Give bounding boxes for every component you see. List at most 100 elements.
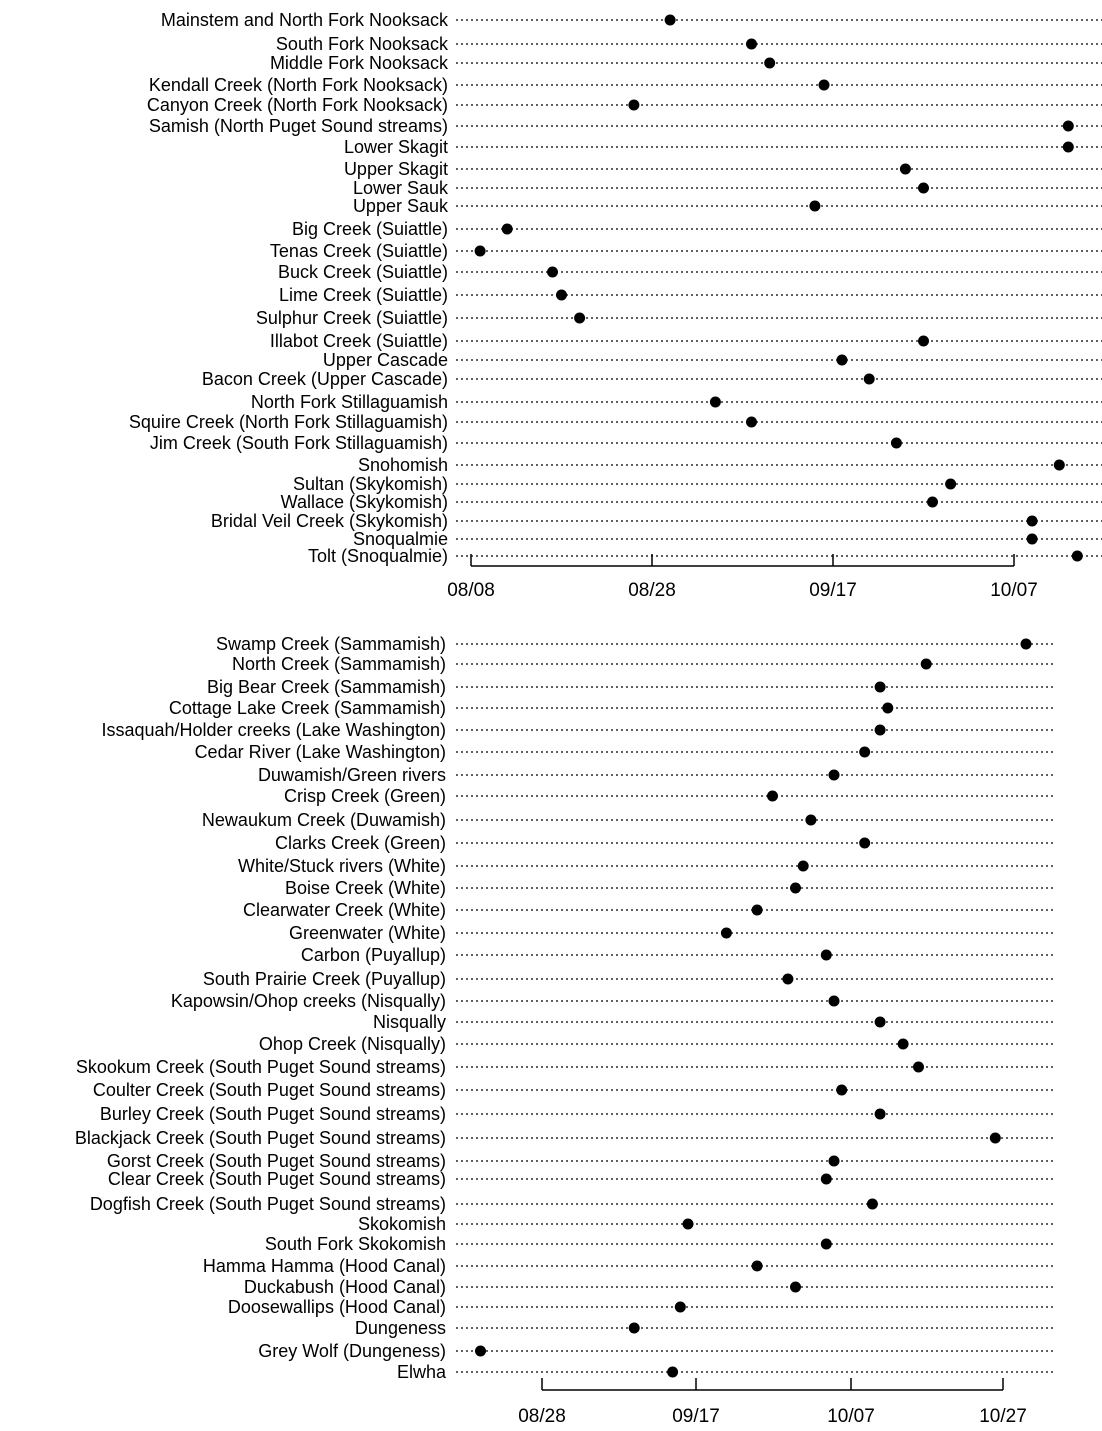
data-point xyxy=(828,995,840,1007)
data-point xyxy=(809,200,821,212)
row-label: Buck Creek (Suiattle) xyxy=(278,262,448,282)
data-point xyxy=(920,658,932,670)
row-label: Ohop Creek (Nisqually) xyxy=(259,1034,446,1054)
row-label: Samish (North Puget Sound streams) xyxy=(149,116,448,136)
data-point xyxy=(918,182,929,194)
row-label: North Fork Stillaguamish xyxy=(251,392,448,412)
data-point xyxy=(751,904,763,916)
row-label: Jim Creek (South Fork Stillaguamish) xyxy=(150,433,448,453)
row-label: Kendall Creek (North Fork Nooksack) xyxy=(149,75,448,95)
row-label: Clearwater Creek (White) xyxy=(243,900,446,920)
data-point xyxy=(628,99,640,111)
row-label: Skokomish xyxy=(358,1214,446,1234)
row-label: Upper Sauk xyxy=(353,196,449,216)
row-label: Elwha xyxy=(397,1362,447,1382)
data-point xyxy=(782,973,794,985)
data-point xyxy=(1026,533,1038,545)
row-label: Snoqualmie xyxy=(353,529,448,549)
data-point xyxy=(818,79,830,91)
row-label: Mainstem and North Fork Nooksack xyxy=(161,10,449,30)
data-point xyxy=(836,354,848,366)
row-label: Bridal Veil Creek (Skykomish) xyxy=(211,511,448,531)
row-label: Newaukum Creek (Duwamish) xyxy=(202,810,446,830)
data-point xyxy=(664,14,676,26)
data-point xyxy=(828,1155,840,1167)
data-point xyxy=(874,1108,886,1120)
data-point xyxy=(474,245,486,257)
row-label: Big Bear Creek (Sammamish) xyxy=(207,677,446,697)
data-point xyxy=(820,1238,832,1250)
row-label: Squire Creek (North Fork Stillaguamish) xyxy=(129,412,448,432)
data-point xyxy=(682,1218,694,1230)
data-point xyxy=(1062,120,1074,132)
data-point xyxy=(790,1281,801,1293)
data-point xyxy=(989,1132,1001,1144)
row-label: Burley Creek (South Puget Sound streams) xyxy=(100,1104,446,1124)
data-point xyxy=(667,1366,679,1378)
row-label: Tolt (Snoqualmie) xyxy=(308,546,448,566)
row-label: Bacon Creek (Upper Cascade) xyxy=(202,369,448,389)
row-label: Clarks Creek (Green) xyxy=(275,833,446,853)
data-point xyxy=(927,496,938,508)
data-point xyxy=(628,1322,640,1334)
row-label: Snohomish xyxy=(358,455,448,475)
data-point xyxy=(897,1038,909,1050)
row-label: Grey Wolf (Dungeness) xyxy=(258,1341,446,1361)
data-point xyxy=(899,163,911,175)
row-label: Wallace (Skykomish) xyxy=(281,492,448,512)
row-label: Sultan (Skykomish) xyxy=(293,474,448,494)
row-label: Blackjack Creek (South Puget Sound strea… xyxy=(75,1128,446,1148)
data-point xyxy=(797,860,809,872)
data-point xyxy=(913,1061,924,1073)
row-label: Illabot Creek (Suiattle) xyxy=(270,331,448,351)
data-point xyxy=(836,1084,848,1096)
data-point xyxy=(501,223,513,235)
row-label: Doosewallips (Hood Canal) xyxy=(228,1297,446,1317)
data-point xyxy=(709,396,721,408)
data-point xyxy=(767,790,778,802)
row-label: South Prairie Creek (Puyallup) xyxy=(203,969,446,989)
data-point xyxy=(574,312,586,324)
data-point xyxy=(859,837,871,849)
row-label: Skookum Creek (South Puget Sound streams… xyxy=(76,1057,446,1077)
data-point xyxy=(918,335,929,347)
row-label: Middle Fork Nooksack xyxy=(270,53,449,73)
x-tick-label: 10/07 xyxy=(827,1406,875,1427)
row-label: Hamma Hamma (Hood Canal) xyxy=(203,1256,446,1276)
row-label: Canyon Creek (North Fork Nooksack) xyxy=(147,95,448,115)
row-label: Cottage Lake Creek (Sammamish) xyxy=(169,698,446,718)
row-label: Gorst Creek (South Puget Sound streams) xyxy=(107,1151,446,1171)
row-label: Boise Creek (White) xyxy=(285,878,446,898)
data-point xyxy=(720,927,732,939)
row-label: Carbon (Puyallup) xyxy=(301,945,446,965)
x-tick-label: 10/27 xyxy=(979,1406,1027,1427)
x-tick-label: 08/08 xyxy=(447,580,495,601)
data-point xyxy=(1062,141,1074,153)
data-point xyxy=(1020,638,1032,650)
row-label: South Fork Skokomish xyxy=(265,1234,446,1254)
row-label: Tenas Creek (Suiattle) xyxy=(270,241,448,261)
row-label: Lime Creek (Suiattle) xyxy=(279,285,448,305)
data-point xyxy=(859,746,871,758)
data-point xyxy=(790,882,801,894)
data-point xyxy=(674,1301,686,1313)
data-point xyxy=(874,724,886,736)
data-point xyxy=(764,57,776,69)
row-label: South Fork Nooksack xyxy=(276,34,449,54)
x-tick-label: 10/07 xyxy=(990,580,1038,601)
x-tick-label: 08/28 xyxy=(628,580,676,601)
row-label: Swamp Creek (Sammamish) xyxy=(216,634,446,654)
data-point xyxy=(874,1016,886,1028)
x-tick-label: 09/17 xyxy=(672,1406,720,1427)
row-label: Lower Skagit xyxy=(344,137,448,157)
data-point xyxy=(805,814,817,826)
x-tick-label: 09/17 xyxy=(809,580,857,601)
data-point xyxy=(874,681,886,693)
row-label: Crisp Creek (Green) xyxy=(284,786,446,806)
data-point xyxy=(882,702,894,714)
row-label: Big Creek (Suiattle) xyxy=(292,219,448,239)
data-point xyxy=(863,373,875,385)
data-point xyxy=(890,437,902,449)
row-label: Issaquah/Holder creeks (Lake Washington) xyxy=(101,720,446,740)
row-label: Dogfish Creek (South Puget Sound streams… xyxy=(90,1194,446,1214)
